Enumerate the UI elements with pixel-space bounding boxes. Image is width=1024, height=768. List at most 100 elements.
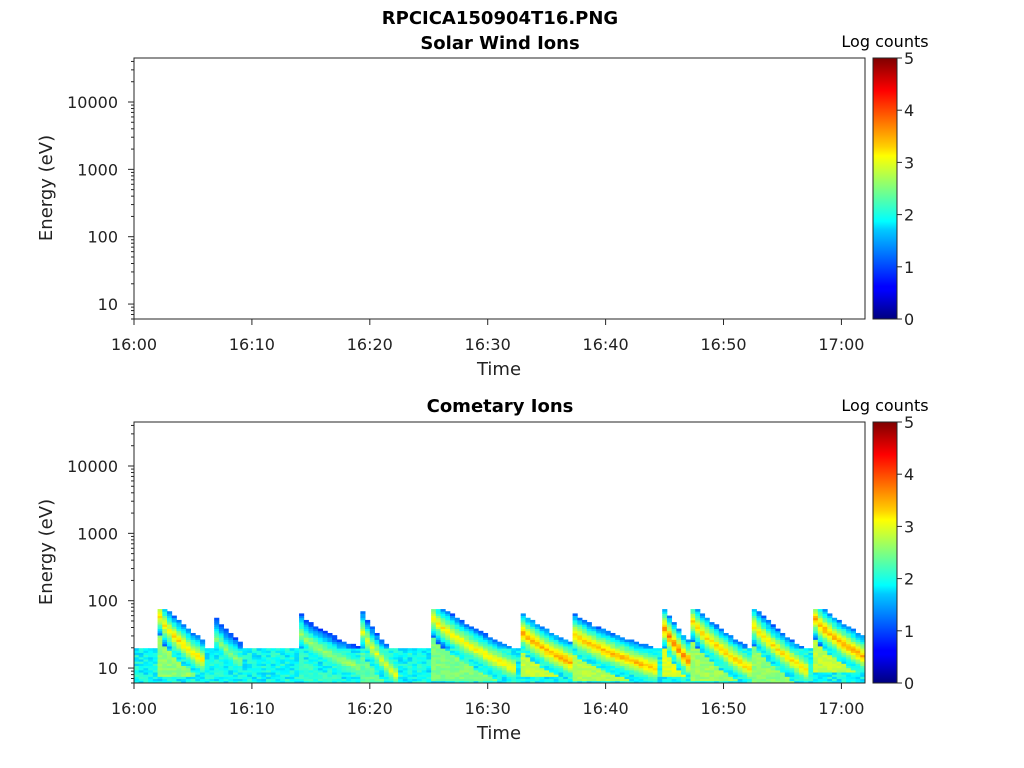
spectrogram-cell bbox=[520, 613, 526, 616]
spectrogram-cell bbox=[652, 676, 658, 680]
spectrogram-cell bbox=[157, 654, 163, 658]
spectrogram-cell bbox=[228, 667, 234, 671]
spectrogram-cell bbox=[586, 635, 592, 638]
spectrogram-cell bbox=[346, 654, 352, 658]
spectrogram-cell bbox=[553, 652, 559, 656]
spectrogram-cell bbox=[200, 661, 206, 664]
spectrogram-cell bbox=[181, 643, 187, 647]
spectrogram-cell bbox=[761, 622, 767, 625]
spectrogram-cell bbox=[294, 654, 300, 658]
spectrogram-cell bbox=[313, 643, 319, 647]
spectrogram-cell bbox=[836, 643, 842, 647]
spectrogram-cell bbox=[737, 667, 743, 671]
spectrogram-cell bbox=[449, 622, 456, 625]
spectrogram-cell bbox=[416, 676, 423, 680]
spectrogram-cell bbox=[671, 654, 677, 658]
spectrogram-cell bbox=[242, 656, 248, 660]
spectrogram-cell bbox=[756, 611, 762, 614]
spectrogram-cell bbox=[780, 678, 786, 682]
spectrogram-cell bbox=[822, 630, 828, 634]
spectrogram-cell bbox=[671, 630, 677, 634]
spectrogram-cell bbox=[690, 643, 696, 647]
spectrogram-cell bbox=[728, 659, 734, 662]
spectrogram-cell bbox=[237, 669, 243, 673]
spectrogram-cell bbox=[865, 657, 870, 660]
spectrogram-cell bbox=[860, 667, 865, 671]
spectrogram-cell bbox=[440, 680, 446, 683]
spectrogram-cell bbox=[666, 628, 673, 632]
spectrogram-cell bbox=[544, 650, 550, 653]
spectrogram-cell bbox=[723, 678, 729, 682]
spectrogram-cell bbox=[530, 624, 536, 627]
spectrogram-cell bbox=[704, 622, 710, 625]
spectrogram-cell bbox=[369, 665, 375, 669]
spectrogram-cell bbox=[643, 680, 649, 683]
spectrogram-cell bbox=[501, 656, 507, 660]
spectrogram-cell bbox=[704, 635, 710, 638]
spectrogram-cell bbox=[600, 639, 607, 643]
spectrogram-cell bbox=[341, 667, 347, 671]
spectrogram-cell bbox=[280, 656, 286, 660]
spectrogram-cell bbox=[209, 669, 215, 673]
spectrogram-cell bbox=[176, 654, 182, 658]
spectrogram-cell bbox=[501, 680, 507, 683]
spectrogram-cell bbox=[817, 654, 823, 658]
spectrogram-cell bbox=[134, 669, 140, 673]
spectrogram-cell bbox=[539, 648, 545, 651]
spectrogram-cell bbox=[284, 663, 291, 666]
spectrogram-cell bbox=[482, 632, 489, 636]
spectrogram-cell bbox=[365, 654, 371, 658]
spectrogram-cell bbox=[794, 680, 800, 683]
spectrogram-cell bbox=[836, 648, 842, 651]
spectrogram-cell bbox=[506, 669, 512, 673]
spectrogram-cell bbox=[171, 659, 177, 662]
spectrogram-cell bbox=[836, 652, 842, 656]
spectrogram-cell bbox=[685, 661, 691, 664]
spectrogram-cell bbox=[605, 650, 611, 653]
spectrogram-cell bbox=[237, 672, 243, 675]
spectrogram-cell bbox=[360, 680, 366, 683]
spectrogram-cell bbox=[605, 630, 611, 634]
spectrogram-cell bbox=[756, 632, 762, 636]
spectrogram-cell bbox=[652, 672, 658, 675]
spectrogram-cell bbox=[855, 667, 861, 671]
spectrogram-cell bbox=[492, 680, 498, 683]
spectrogram-cell bbox=[449, 630, 456, 634]
spectrogram-cell bbox=[525, 669, 531, 673]
spectrogram-cell bbox=[549, 652, 555, 656]
spectrogram-cell bbox=[313, 637, 319, 640]
spectrogram-cell bbox=[695, 635, 701, 638]
spectrogram-cell bbox=[473, 663, 479, 666]
spectrogram-cell bbox=[737, 665, 743, 669]
spectrogram-cell bbox=[365, 669, 371, 673]
spectrogram-cell bbox=[539, 678, 545, 682]
x-tick-label: 16:40 bbox=[583, 699, 629, 718]
spectrogram-cell bbox=[520, 617, 526, 621]
spectrogram-cell bbox=[360, 611, 366, 614]
spectrogram-cell bbox=[704, 676, 710, 680]
spectrogram-cell bbox=[737, 654, 743, 658]
spectrogram-cell bbox=[261, 654, 267, 658]
spectrogram-cell bbox=[204, 667, 210, 671]
spectrogram-cell bbox=[445, 619, 451, 623]
spectrogram-cell bbox=[831, 643, 838, 647]
spectrogram-cell bbox=[860, 654, 865, 658]
spectrogram-cell bbox=[171, 641, 177, 645]
spectrogram-cell bbox=[346, 665, 352, 669]
spectrogram-cell bbox=[648, 676, 654, 680]
spectrogram-cell bbox=[266, 663, 272, 666]
spectrogram-cell bbox=[586, 650, 592, 653]
spectrogram-cell bbox=[369, 678, 375, 682]
spectrogram-cell bbox=[369, 674, 375, 677]
spectrogram-cell bbox=[261, 661, 267, 664]
spectrogram-cell bbox=[209, 676, 215, 680]
spectrogram-cell bbox=[657, 674, 663, 677]
spectrogram-cell bbox=[407, 663, 413, 666]
spectrogram-cell bbox=[459, 641, 465, 645]
spectrogram-cell bbox=[374, 659, 380, 662]
spectrogram-cell bbox=[709, 622, 715, 625]
spectrogram-cell bbox=[497, 678, 503, 682]
spectrogram-cell bbox=[218, 661, 225, 664]
spectrogram-cell bbox=[233, 656, 239, 660]
spectrogram-cell bbox=[299, 622, 305, 625]
